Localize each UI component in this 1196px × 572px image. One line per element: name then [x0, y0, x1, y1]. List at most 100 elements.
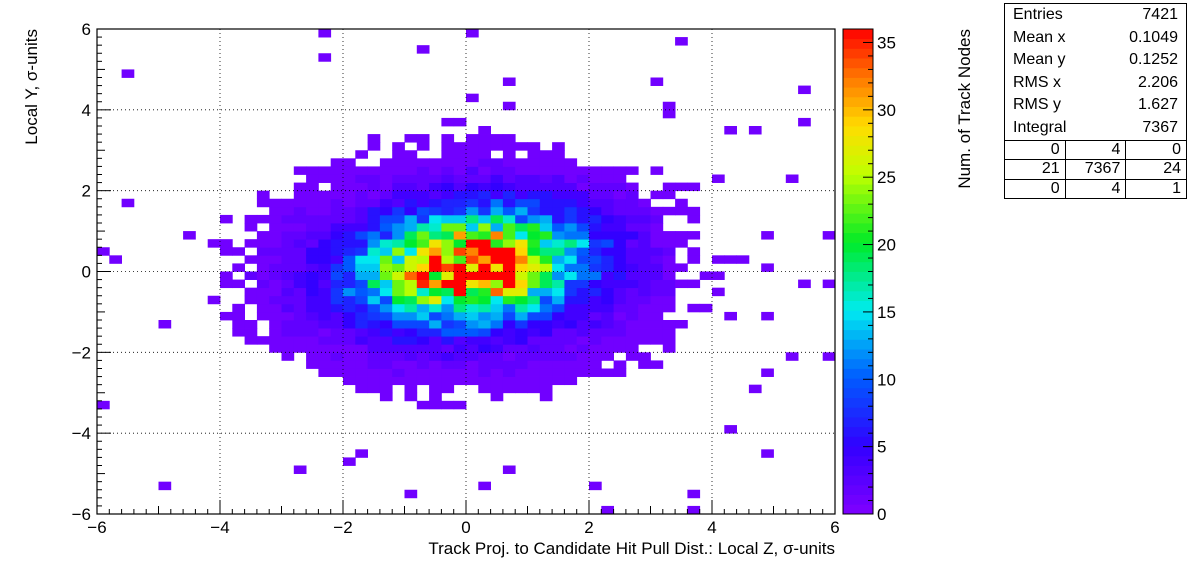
heatmap-cell	[416, 190, 430, 200]
heatmap-cell	[466, 198, 479, 208]
heatmap-cell	[355, 239, 368, 248]
heatmap-cell	[441, 368, 455, 377]
heatmap-cell	[453, 320, 467, 329]
heatmap-cell	[589, 223, 602, 232]
heatmap-cell	[576, 360, 590, 369]
heatmap-cell	[478, 198, 491, 208]
palette-step	[843, 397, 873, 408]
palette-step	[843, 184, 873, 195]
heatmap-cell	[490, 190, 504, 200]
heatmap-cell	[539, 247, 553, 256]
heatmap-cell	[269, 287, 282, 297]
heatmap-cell	[429, 239, 442, 248]
heatmap-cell	[441, 247, 455, 256]
heatmap-cell	[404, 344, 418, 353]
heatmap-cell	[552, 158, 565, 167]
heatmap-cell	[576, 206, 590, 216]
heatmap-cell	[552, 142, 565, 151]
heatmap-cell	[527, 384, 541, 394]
stats-row: RMS y 1.627	[1013, 96, 1178, 114]
heatmap-cell	[244, 320, 258, 329]
heatmap-cell	[379, 392, 393, 402]
heatmap-cell	[367, 255, 381, 264]
heatmap-cell	[404, 182, 418, 192]
heatmap-cell	[306, 287, 319, 297]
heatmap-cell	[490, 142, 504, 151]
heatmap-cell	[379, 214, 393, 224]
heatmap-cell	[466, 328, 479, 337]
heatmap-cell	[220, 311, 233, 321]
heatmap-cell	[379, 320, 393, 329]
heatmap-cell	[355, 320, 368, 329]
heatmap-cell	[613, 368, 627, 377]
heatmap-cell	[343, 368, 356, 377]
heatmap-cell	[367, 239, 381, 248]
heatmap-cell	[675, 279, 688, 289]
heatmap-cell	[343, 239, 356, 248]
heatmap-cell	[416, 45, 430, 54]
heatmap-cell	[539, 368, 553, 377]
heatmap-cell	[318, 239, 332, 248]
palette-step	[843, 87, 873, 98]
heatmap-cell	[478, 206, 491, 216]
heatmap-cell	[638, 206, 651, 216]
heatmap-cell	[355, 328, 368, 337]
heatmap-cell	[416, 376, 430, 386]
heatmap-cell	[355, 368, 368, 377]
heatmap-cell	[490, 392, 504, 402]
heatmap-cell	[576, 352, 590, 361]
heatmap-cell	[552, 182, 565, 192]
heatmap-cell	[355, 336, 368, 345]
x-tick-label: −4	[210, 518, 229, 537]
heatmap-cell	[441, 223, 455, 232]
heatmap-cell	[293, 166, 307, 175]
x-tick-label: 6	[830, 518, 839, 537]
heatmap-cell	[662, 239, 676, 248]
heatmap-cell	[552, 255, 565, 264]
heatmap-cell	[589, 263, 602, 272]
heatmap-cell	[662, 320, 676, 329]
heatmap-cell	[502, 158, 516, 167]
heatmap-cell	[662, 109, 676, 119]
palette-step	[843, 155, 873, 166]
heatmap-cell	[502, 247, 516, 256]
palette-step	[843, 484, 873, 495]
heatmap-cell	[502, 206, 516, 216]
heatmap-cell	[232, 279, 245, 289]
heatmap-cell	[638, 352, 651, 361]
heatmap-cell	[269, 198, 282, 208]
y-axis-title: Local Y, σ-units	[22, 29, 41, 145]
heatmap-cell	[785, 174, 799, 183]
heatmap-cell	[453, 117, 467, 127]
heatmap-cell	[552, 376, 565, 386]
heatmap-cell	[638, 247, 651, 256]
heatmap-cell	[539, 271, 553, 280]
heatmap-cell	[478, 320, 491, 329]
palette-step	[843, 426, 873, 437]
heatmap-cell	[527, 287, 541, 297]
stats-box: Entries 7421 Mean x 0.1049 Mean y 0.1252 RM…	[1004, 3, 1187, 200]
heatmap-cell	[478, 255, 491, 264]
heatmap-cell	[379, 247, 393, 256]
heatmap-cell	[650, 206, 664, 216]
heatmap-cell	[502, 271, 516, 280]
heatmap-cell	[552, 287, 565, 297]
heatmap-cell	[207, 239, 221, 248]
heatmap-cell	[306, 344, 319, 353]
heatmap-cell	[256, 271, 270, 280]
heatmap-cell	[318, 287, 332, 297]
heatmap-cell	[306, 182, 319, 192]
heatmap-cell	[355, 231, 368, 240]
heatmap-cell	[379, 376, 393, 386]
heatmap-cell	[318, 368, 332, 377]
heatmap-cell	[625, 344, 639, 353]
heatmap-cell	[478, 344, 491, 353]
heatmap-cell	[392, 166, 405, 175]
heatmap-cell	[306, 239, 319, 248]
heatmap-cell	[183, 231, 196, 240]
heatmap-cell	[429, 320, 442, 329]
heatmap-cell	[293, 465, 307, 474]
heatmap-cell	[539, 303, 553, 313]
heatmap-cell	[232, 263, 245, 272]
